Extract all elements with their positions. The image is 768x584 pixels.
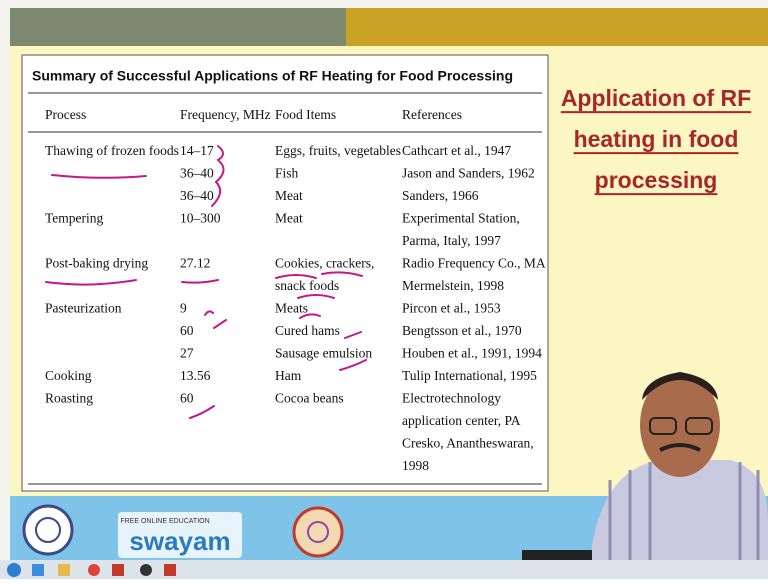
table-cell: 13.56 xyxy=(180,368,211,383)
column-header: Process xyxy=(45,107,86,122)
table-cell: 60 xyxy=(180,391,194,406)
table-cell: Experimental Station, xyxy=(402,211,520,226)
table-cell: Sausage emulsion xyxy=(275,346,372,361)
table-cell: Parma, Italy, 1997 xyxy=(402,233,501,248)
tagline: FREE ONLINE EDUCATION xyxy=(120,518,209,525)
partner-logo xyxy=(292,506,344,558)
partner-logo xyxy=(307,521,329,543)
institute-logo xyxy=(22,504,74,556)
heading-line: heating in food xyxy=(574,126,739,152)
table-body: Thawing of frozen foods 14–17 Eggs, fruits… xyxy=(45,143,546,473)
taskbar-icon[interactable] xyxy=(140,564,152,576)
slide-heading: Application of RF heating in food processi… xyxy=(560,85,752,196)
taskbar xyxy=(0,560,768,579)
table-cell: 27 xyxy=(180,346,194,361)
table-cell: Fish xyxy=(275,166,299,181)
top-bar-right xyxy=(346,8,768,46)
table-cell: Cured hams xyxy=(275,323,340,338)
table-cell: Cookies, crackers, xyxy=(275,256,374,271)
table-title: Summary of Successful Applications of RF… xyxy=(32,68,513,84)
taskbar-icon[interactable] xyxy=(112,564,124,576)
table-cell: Radio Frequency Co., MA xyxy=(402,256,546,271)
table-cell: 36–40 xyxy=(180,188,214,203)
table-cell: Post-baking drying xyxy=(45,256,148,271)
table-cell: Cocoa beans xyxy=(275,391,344,406)
table-cell: Pasteurization xyxy=(45,301,122,316)
column-header: Food Items xyxy=(275,107,336,122)
table-cell: Mermelstein, 1998 xyxy=(402,278,504,293)
table-cell: Meat xyxy=(275,188,303,203)
table-cell: application center, PA xyxy=(402,413,521,428)
table-cell: 1998 xyxy=(402,458,429,473)
table-cell: Meat xyxy=(275,211,303,226)
table-cell: Tempering xyxy=(45,211,104,226)
table-cell: Thawing of frozen foods xyxy=(45,143,179,158)
table-cell: snack foods xyxy=(275,278,339,293)
table-cell: 9 xyxy=(180,301,187,316)
column-header: References xyxy=(402,107,462,122)
table-cell: 27.12 xyxy=(180,256,210,271)
institute-logo xyxy=(35,517,61,543)
heading-line: Application of RF xyxy=(561,85,751,111)
table-cell: Tulip International, 1995 xyxy=(402,368,537,383)
taskbar-icon[interactable] xyxy=(58,564,70,576)
start-button[interactable] xyxy=(7,563,21,577)
table-cell: Electrotechnology xyxy=(402,391,501,406)
table-cell: Meats xyxy=(275,301,308,316)
table-cell: Sanders, 1966 xyxy=(402,188,479,203)
pen-annotations xyxy=(45,145,367,419)
table-cell: 60 xyxy=(180,323,194,338)
brand: swayam xyxy=(129,526,230,556)
swayam-logo xyxy=(118,512,242,558)
taskbar-icon[interactable] xyxy=(32,564,44,576)
table-cell: Pircon et al., 1953 xyxy=(402,301,501,316)
table-cell: Houben et al., 1991, 1994 xyxy=(402,346,542,361)
taskbar-icon[interactable] xyxy=(88,564,100,576)
taskbar-icons xyxy=(7,563,176,577)
taskbar-icon[interactable] xyxy=(164,564,176,576)
table-cell: Cresko, Anantheswaran, xyxy=(402,436,534,451)
column-header: Frequency, MHz xyxy=(180,107,271,122)
table-cell: Bengtsson et al., 1970 xyxy=(402,323,522,338)
presenter xyxy=(522,372,768,560)
table-cell: Roasting xyxy=(45,391,93,406)
table-cell: Eggs, fruits, vegetables xyxy=(275,143,401,158)
top-bar-left xyxy=(10,8,346,46)
table-cell: 14–17 xyxy=(180,143,214,158)
table-cell: Cooking xyxy=(45,368,92,383)
table-box xyxy=(21,54,549,492)
table-cell: 36–40 xyxy=(180,166,214,181)
table-cell: Ham xyxy=(275,368,302,383)
table-cell: Cathcart et al., 1947 xyxy=(402,143,511,158)
table-cell: Jason and Sanders, 1962 xyxy=(402,166,535,181)
heading-line: processing xyxy=(595,167,718,193)
table-cell: 10–300 xyxy=(180,211,221,226)
